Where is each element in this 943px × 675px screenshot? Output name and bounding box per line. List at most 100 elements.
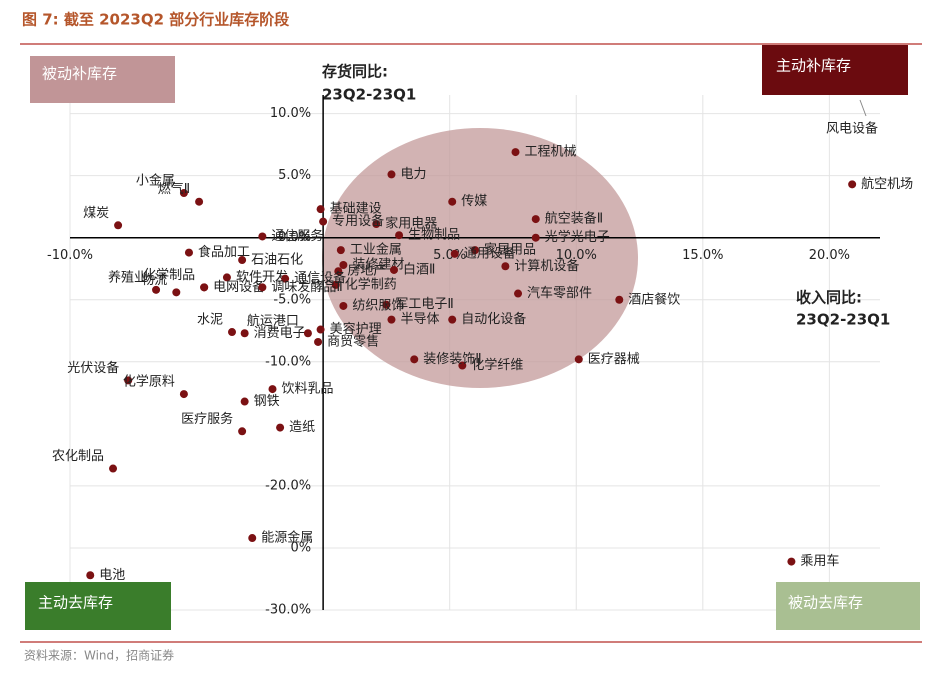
point-label: 专用设备 xyxy=(332,213,384,229)
quadrant-box xyxy=(776,582,920,630)
point-label: 工程机械 xyxy=(525,145,577,160)
point-label: 乘用车 xyxy=(800,553,839,569)
point-label: 美容护理 xyxy=(330,321,382,337)
x-tick-label: 10.0% xyxy=(556,248,597,263)
quadrant-label: 被动补库存 xyxy=(42,65,117,83)
point xyxy=(334,267,343,276)
point-label: 装修装饰Ⅱ xyxy=(423,352,481,367)
y-axis-title: 存货同比: xyxy=(322,63,388,81)
point xyxy=(184,248,193,257)
point-label: 航空机场 xyxy=(861,176,913,192)
point xyxy=(471,246,479,255)
point-label: 能源金属 xyxy=(261,530,313,546)
quadrant-box xyxy=(25,582,171,630)
point xyxy=(314,337,323,346)
point xyxy=(511,148,520,157)
highlight-ellipse xyxy=(322,128,638,388)
point-label: 计算机设备 xyxy=(514,258,579,274)
point-label: 调味发酵品Ⅱ xyxy=(271,279,342,295)
point xyxy=(319,217,328,226)
point xyxy=(450,249,459,258)
point-label: 食品加工 xyxy=(198,244,250,260)
quadrant-label: 主动去库存 xyxy=(38,594,113,612)
x-tick-label: 20.0% xyxy=(809,248,850,263)
point xyxy=(531,233,540,242)
point xyxy=(152,285,161,294)
point xyxy=(114,221,123,230)
point xyxy=(382,300,391,309)
y-tick-label: -5.0% xyxy=(273,292,311,307)
quadrant-label: 被动去库存 xyxy=(788,594,863,612)
point-label: 基础建设 xyxy=(330,202,382,217)
x-tick-label: 5.0% xyxy=(433,248,466,263)
point xyxy=(281,274,290,283)
point xyxy=(258,232,267,241)
point-label: 光学光电子 xyxy=(545,229,610,245)
point-label: 军工电子Ⅱ xyxy=(395,297,453,312)
point xyxy=(331,280,340,289)
point xyxy=(574,355,583,364)
quadrant-box xyxy=(762,45,908,95)
x-axis-title: 收入同比: xyxy=(796,289,862,307)
point xyxy=(531,215,540,224)
point-label: 传媒 xyxy=(461,194,487,209)
point xyxy=(109,464,118,473)
point-label: 通信服务 xyxy=(271,228,323,244)
point xyxy=(179,390,188,399)
point-label: 软件开发 xyxy=(236,269,288,285)
point xyxy=(179,189,188,198)
y-tick-label: -20.0% xyxy=(265,478,311,493)
y-tick-label: 5.0% xyxy=(278,168,311,183)
point xyxy=(303,329,312,338)
point xyxy=(410,355,419,364)
point xyxy=(222,273,231,282)
annotation: 风电设备 xyxy=(826,121,878,137)
point-label: 航空装备Ⅱ xyxy=(545,211,603,227)
point-label: 养殖业 xyxy=(108,269,147,285)
point-label: 酒店餐饮 xyxy=(628,291,680,307)
point-label: 航运港口 xyxy=(247,313,299,329)
point-label: 生物制品 xyxy=(408,228,460,243)
point xyxy=(514,289,523,298)
point-label: 汽车零部件 xyxy=(527,285,592,301)
point-label: 通信设备 xyxy=(294,270,346,286)
point-label: 半导体 xyxy=(400,312,439,327)
point xyxy=(848,180,857,189)
point xyxy=(336,246,345,255)
point xyxy=(316,205,325,214)
point-label: 光伏设备 xyxy=(67,360,119,376)
point-label: 电池 xyxy=(99,568,125,583)
point-label: 电网设备 xyxy=(213,279,265,295)
chart-title: 图 7: 截至 2023Q2 部分行业库存阶段 xyxy=(22,11,289,29)
point-label: 造纸 xyxy=(289,420,315,435)
point-label: 房地产 xyxy=(347,263,386,279)
point-label: 水泥 xyxy=(197,313,223,328)
point-label: 电力 xyxy=(400,167,426,182)
y-axis-title: 23Q2-23Q1 xyxy=(322,86,416,104)
point-label: 医疗服务 xyxy=(181,411,233,427)
point xyxy=(276,423,285,432)
point xyxy=(387,315,396,324)
point xyxy=(268,385,277,394)
point xyxy=(501,262,510,271)
y-tick-label: -30.0% xyxy=(265,603,311,618)
y-tick-label: 10.0% xyxy=(270,106,311,121)
point-label: 工业金属 xyxy=(350,242,402,258)
point-label: 家用电器 xyxy=(385,216,437,232)
point-label: 饮料乳品 xyxy=(282,382,334,397)
point xyxy=(86,571,95,580)
point xyxy=(395,231,404,240)
point-label: 化学制药 xyxy=(345,276,397,292)
point-label: 医疗器械 xyxy=(588,352,640,367)
point xyxy=(195,197,204,206)
point xyxy=(258,283,267,292)
point-label: 化学制品 xyxy=(143,267,195,283)
point xyxy=(390,265,398,274)
point xyxy=(339,301,348,310)
point-label: 白酒Ⅱ xyxy=(403,261,435,277)
point-label: 煤炭 xyxy=(83,206,109,221)
point xyxy=(458,361,467,370)
point xyxy=(240,397,249,406)
source: 资料来源：Wind，招商证券 xyxy=(24,648,174,663)
